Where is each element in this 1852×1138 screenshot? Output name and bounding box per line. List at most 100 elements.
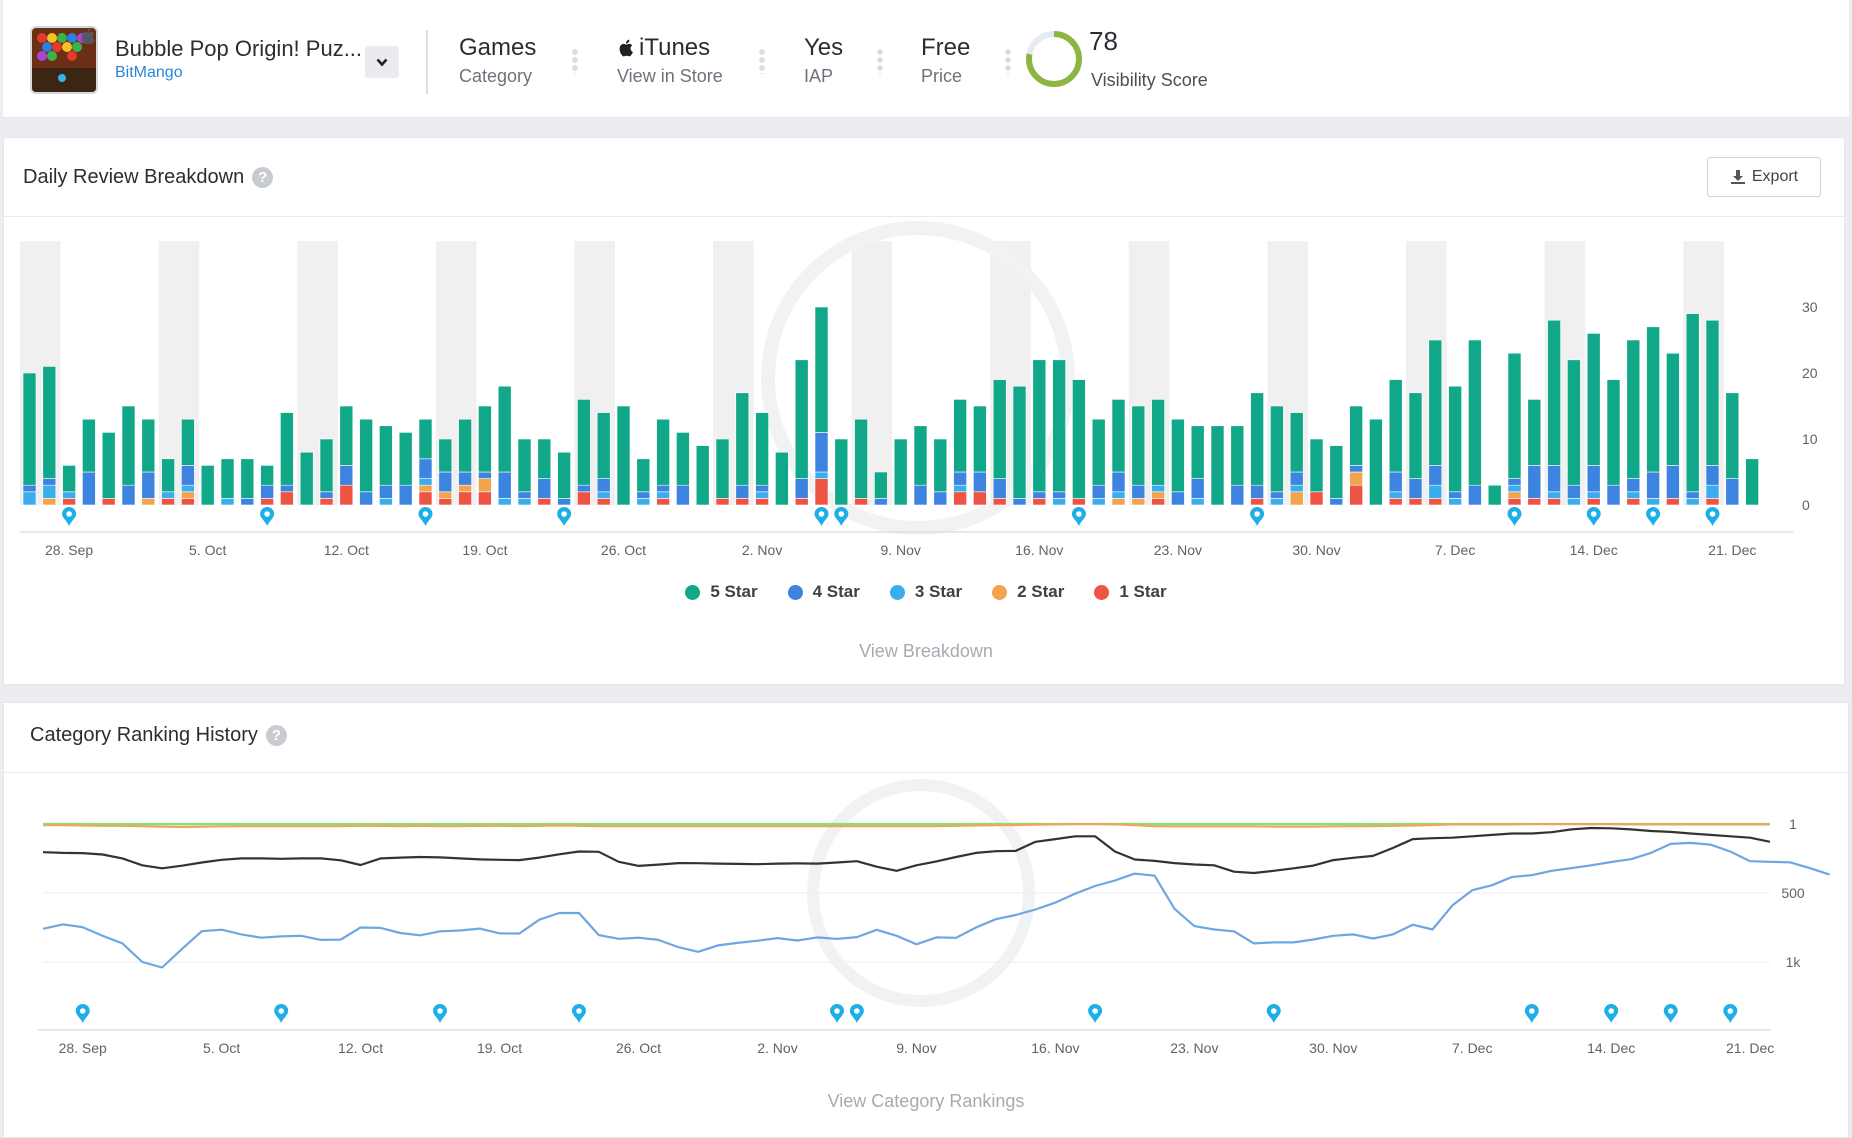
bar-segment (913, 425, 928, 486)
annotation-marker-icon (1705, 507, 1720, 526)
ranking-panel-title: Category Ranking History ? (30, 724, 287, 747)
header-divider (426, 30, 428, 94)
annotation-marker-icon (1088, 1004, 1103, 1023)
bar-segment (814, 306, 829, 433)
review-legend: 5 Star 4 Star 3 Star 2 Star 1 Star (0, 582, 1852, 602)
y-tick-label: 1 (1789, 816, 1797, 832)
bar-segment (280, 412, 294, 486)
view-category-rankings-link[interactable]: View Category Rankings (827, 1091, 1025, 1111)
review-panel-title-text: Daily Review Breakdown (23, 166, 245, 188)
x-tick-label: 2. Nov (742, 542, 782, 558)
x-tick-label: 12. Oct (338, 1040, 383, 1056)
bar-segment (1666, 352, 1680, 466)
stat-store[interactable]: iTunes View in Store (617, 34, 723, 87)
bar-segment (656, 418, 670, 486)
annotation-marker-icon (1723, 1004, 1738, 1023)
bar-segment (1369, 418, 1383, 506)
bar-segment (82, 418, 96, 473)
annotation-marker-icon (1266, 1004, 1281, 1023)
annotation-marker-icon (1663, 1004, 1678, 1023)
bar-segment (676, 432, 690, 486)
annotation-marker-icon (1524, 1004, 1539, 1023)
annotation-marker-icon (849, 1004, 864, 1023)
ranking-series-line (42, 826, 1771, 875)
x-tick-label: 30. Nov (1309, 1040, 1357, 1056)
y-tick-label: 1k (1786, 954, 1802, 970)
bar-segment (1151, 399, 1165, 486)
legend-label: 1 Star (1119, 582, 1167, 601)
app-dropdown-button[interactable] (365, 46, 399, 78)
bar-segment (1547, 319, 1561, 466)
bar-segment (299, 451, 314, 506)
legend-dot (685, 584, 701, 600)
help-icon[interactable]: ? (252, 167, 274, 188)
bar-segment (1230, 425, 1245, 486)
bar-segment (1606, 379, 1621, 486)
legend-dot (889, 584, 905, 600)
developer-link[interactable]: BitMango (115, 64, 183, 81)
bar-segment (715, 438, 730, 499)
review-panel-title: Daily Review Breakdown ? (23, 166, 274, 189)
annotation-marker-icon (418, 507, 433, 526)
bar-segment (1190, 425, 1205, 479)
bar-segment (1487, 484, 1502, 506)
annotation-marker-icon (557, 507, 572, 526)
export-button[interactable]: Export (1707, 157, 1821, 197)
x-tick-label: 26. Oct (616, 1040, 661, 1056)
visibility-score-value: 78 (1089, 26, 1118, 56)
view-breakdown-link[interactable]: View Breakdown (859, 641, 993, 661)
bar-segment (497, 385, 512, 473)
bar-segment (874, 471, 888, 499)
annotation-marker-icon (571, 1004, 586, 1023)
download-icon (1730, 170, 1745, 184)
bar-segment (537, 438, 552, 479)
bar-segment (1131, 405, 1146, 486)
bar-segment (933, 438, 948, 493)
x-tick-label: 16. Nov (1031, 1040, 1079, 1056)
bar-segment (1567, 359, 1581, 486)
bar-segment (319, 438, 334, 493)
annotation-marker-icon (1250, 507, 1265, 526)
annotation-marker-icon (834, 507, 849, 526)
visibility-score-ring (1026, 31, 1082, 87)
bar-segment (121, 405, 136, 486)
legend-dot (1094, 584, 1110, 600)
legend-item-3-star[interactable]: 3 Star (889, 582, 963, 602)
legend-item-4-star[interactable]: 4 Star (787, 582, 860, 602)
ranking-history-panel (3, 702, 1849, 1138)
help-icon[interactable]: ? (265, 725, 287, 746)
bar-segment (1349, 405, 1363, 466)
x-tick-label: 9. Nov (880, 542, 920, 558)
legend-item-1-star[interactable]: 1 Star (1094, 582, 1167, 602)
annotation-marker-icon (1586, 507, 1601, 526)
bar-segment (379, 425, 393, 486)
annotation-marker-icon (830, 1004, 845, 1023)
export-label: Export (1751, 168, 1799, 185)
annotation-marker-icon (1507, 507, 1522, 526)
annotation-marker-icon (1646, 507, 1661, 526)
bar-segment (755, 412, 769, 486)
bar-segment (62, 465, 76, 493)
x-tick-label: 16. Nov (1015, 542, 1063, 558)
x-tick-label: 14. Dec (1570, 542, 1618, 558)
bar-segment (577, 399, 591, 486)
ranking-panel-divider (4, 772, 1848, 773)
annotation-marker-icon (260, 507, 275, 526)
bar-segment (1705, 319, 1720, 466)
bar-segment (1468, 339, 1482, 486)
bar-segment (854, 418, 868, 499)
x-tick-label: 28. Sep (59, 1040, 107, 1056)
legend-label: 3 Star (914, 582, 963, 601)
bar-segment (992, 379, 1007, 479)
x-tick-label: 9. Nov (896, 1040, 936, 1056)
ranking-panel-title-text: Category Ranking History (30, 724, 258, 746)
legend-item-5-star[interactable]: 5 Star (685, 582, 758, 602)
legend-label: 5 Star (710, 582, 758, 601)
legend-item-2-star[interactable]: 2 Star (992, 582, 1064, 602)
x-tick-label: 2. Nov (757, 1040, 797, 1056)
stat-category-label: Category (459, 66, 533, 86)
apple-icon (79, 26, 99, 46)
bar-segment (1329, 445, 1344, 499)
bar-segment (1745, 458, 1759, 506)
chevron-down-icon (376, 58, 388, 67)
